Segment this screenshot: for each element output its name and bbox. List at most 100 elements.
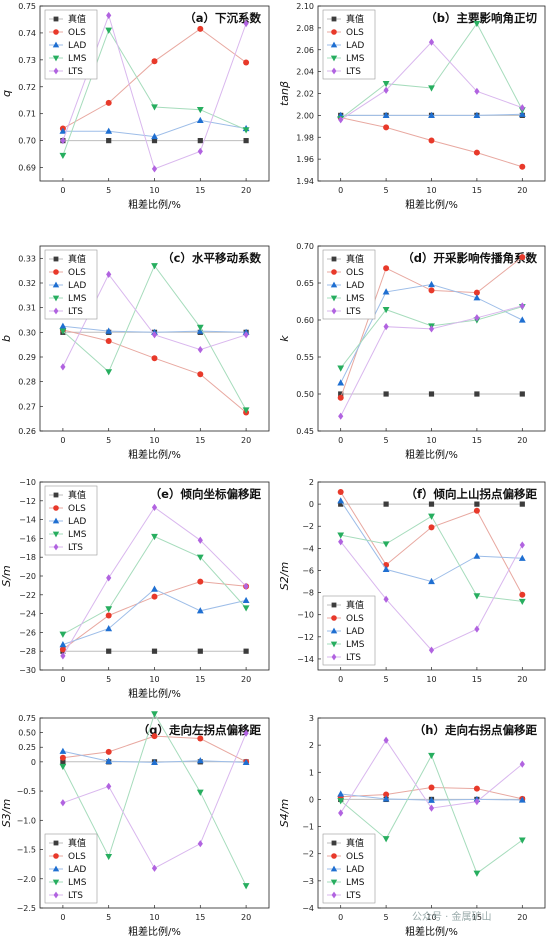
data-point <box>243 582 249 590</box>
data-point <box>151 58 158 65</box>
x-tick-label: 5 <box>106 675 111 684</box>
data-point <box>428 137 435 144</box>
data-point <box>518 554 526 561</box>
y-tick-label: 0.32 <box>18 279 36 288</box>
data-point <box>337 488 344 495</box>
series-LAD <box>337 110 526 118</box>
legend-marker <box>330 627 338 634</box>
data-point <box>473 20 481 28</box>
legend-label: LAD <box>68 517 86 527</box>
legend-label: OLS <box>68 28 86 38</box>
x-tick-label: 0 <box>338 186 343 195</box>
x-tick-label: 0 <box>60 186 65 195</box>
legend-label: 真值 <box>346 13 364 25</box>
x-tick-label: 0 <box>60 675 65 684</box>
legend-marker <box>331 256 337 262</box>
data-point <box>242 407 250 414</box>
legend-label: LTS <box>346 653 361 663</box>
data-point <box>59 152 67 160</box>
legend-marker <box>330 281 338 288</box>
data-point <box>105 757 113 764</box>
y-tick-label: 2.08 <box>296 24 314 33</box>
data-point <box>519 591 526 598</box>
data-point <box>60 363 66 371</box>
data-point <box>151 355 158 362</box>
data-point <box>382 836 390 843</box>
data-point <box>243 648 249 654</box>
legend-label: 真值 <box>68 13 86 25</box>
x-axis-label: 粗差比例/% <box>128 687 181 700</box>
data-point <box>243 59 250 66</box>
data-point <box>242 758 250 766</box>
x-tick-label: 15 <box>195 186 205 195</box>
data-point <box>428 804 435 812</box>
legend-label: LAD <box>346 627 364 637</box>
legend-label: OLS <box>346 614 364 624</box>
legend-marker <box>53 891 59 899</box>
x-tick-label: 15 <box>472 913 482 922</box>
data-point <box>338 116 344 124</box>
data-point <box>243 331 249 339</box>
legend-label: LTS <box>68 891 83 901</box>
y-tick-label: 2.00 <box>296 111 314 120</box>
y-tick-label: 0.70 <box>296 242 314 251</box>
panel-title: （g）走向左拐点偏移距 <box>138 723 262 737</box>
x-tick-label: 15 <box>472 186 482 195</box>
legend: 真值 OLS LAD LMS LTS <box>322 249 376 320</box>
data-point <box>105 748 112 755</box>
legend-marker <box>52 865 60 872</box>
data-point <box>243 19 249 28</box>
legend-label: LTS <box>346 67 361 77</box>
x-tick-label: 10 <box>426 913 436 922</box>
y-tick-label: −10 <box>19 478 36 487</box>
y-tick-label: 0.74 <box>18 29 36 38</box>
y-tick-label: −3 <box>302 877 314 886</box>
legend-label: LMS <box>68 878 87 888</box>
y-tick-label: −6 <box>302 566 314 575</box>
legend-marker <box>331 891 337 899</box>
legend-label: LTS <box>68 67 83 77</box>
data-point <box>382 81 390 88</box>
x-tick-label: 20 <box>517 675 527 684</box>
legend-label: LTS <box>346 307 361 317</box>
x-axis-label: 粗差比例/% <box>405 448 458 461</box>
data-point <box>428 85 435 92</box>
data-point <box>519 104 525 112</box>
data-point <box>60 799 66 807</box>
data-point <box>519 760 525 768</box>
data-point <box>338 538 344 546</box>
data-point <box>383 791 390 798</box>
y-tick-label: 0.70 <box>18 137 36 146</box>
data-point <box>197 735 204 742</box>
y-tick-label: 0.72 <box>18 83 36 92</box>
data-point <box>338 809 344 817</box>
series-line <box>62 735 247 763</box>
data-point <box>428 111 435 118</box>
data-point <box>106 138 112 144</box>
x-tick-label: 10 <box>426 436 436 445</box>
data-point <box>197 536 203 544</box>
x-axis-label: 粗差比例/% <box>128 925 181 938</box>
data-point <box>105 127 113 134</box>
data-point <box>382 795 390 802</box>
legend-marker <box>331 67 337 75</box>
legend-marker <box>52 517 60 524</box>
legend-label: LAD <box>346 865 364 875</box>
x-tick-label: 5 <box>384 913 389 922</box>
y-tick-label: −1 <box>302 823 314 832</box>
legend-marker <box>331 269 337 275</box>
legend-label: LMS <box>68 530 87 540</box>
y-tick-label: 0.28 <box>18 378 36 387</box>
x-tick-label: 5 <box>106 186 111 195</box>
x-tick-label: 5 <box>384 186 389 195</box>
legend-label: 真值 <box>68 253 86 265</box>
y-tick-label: 2 <box>309 478 314 487</box>
data-point <box>242 605 250 612</box>
data-point <box>338 412 344 420</box>
data-point <box>151 503 158 511</box>
legend-marker <box>52 531 60 538</box>
y-tick-label: 2.04 <box>296 68 314 77</box>
legend-label: 真值 <box>68 837 86 849</box>
